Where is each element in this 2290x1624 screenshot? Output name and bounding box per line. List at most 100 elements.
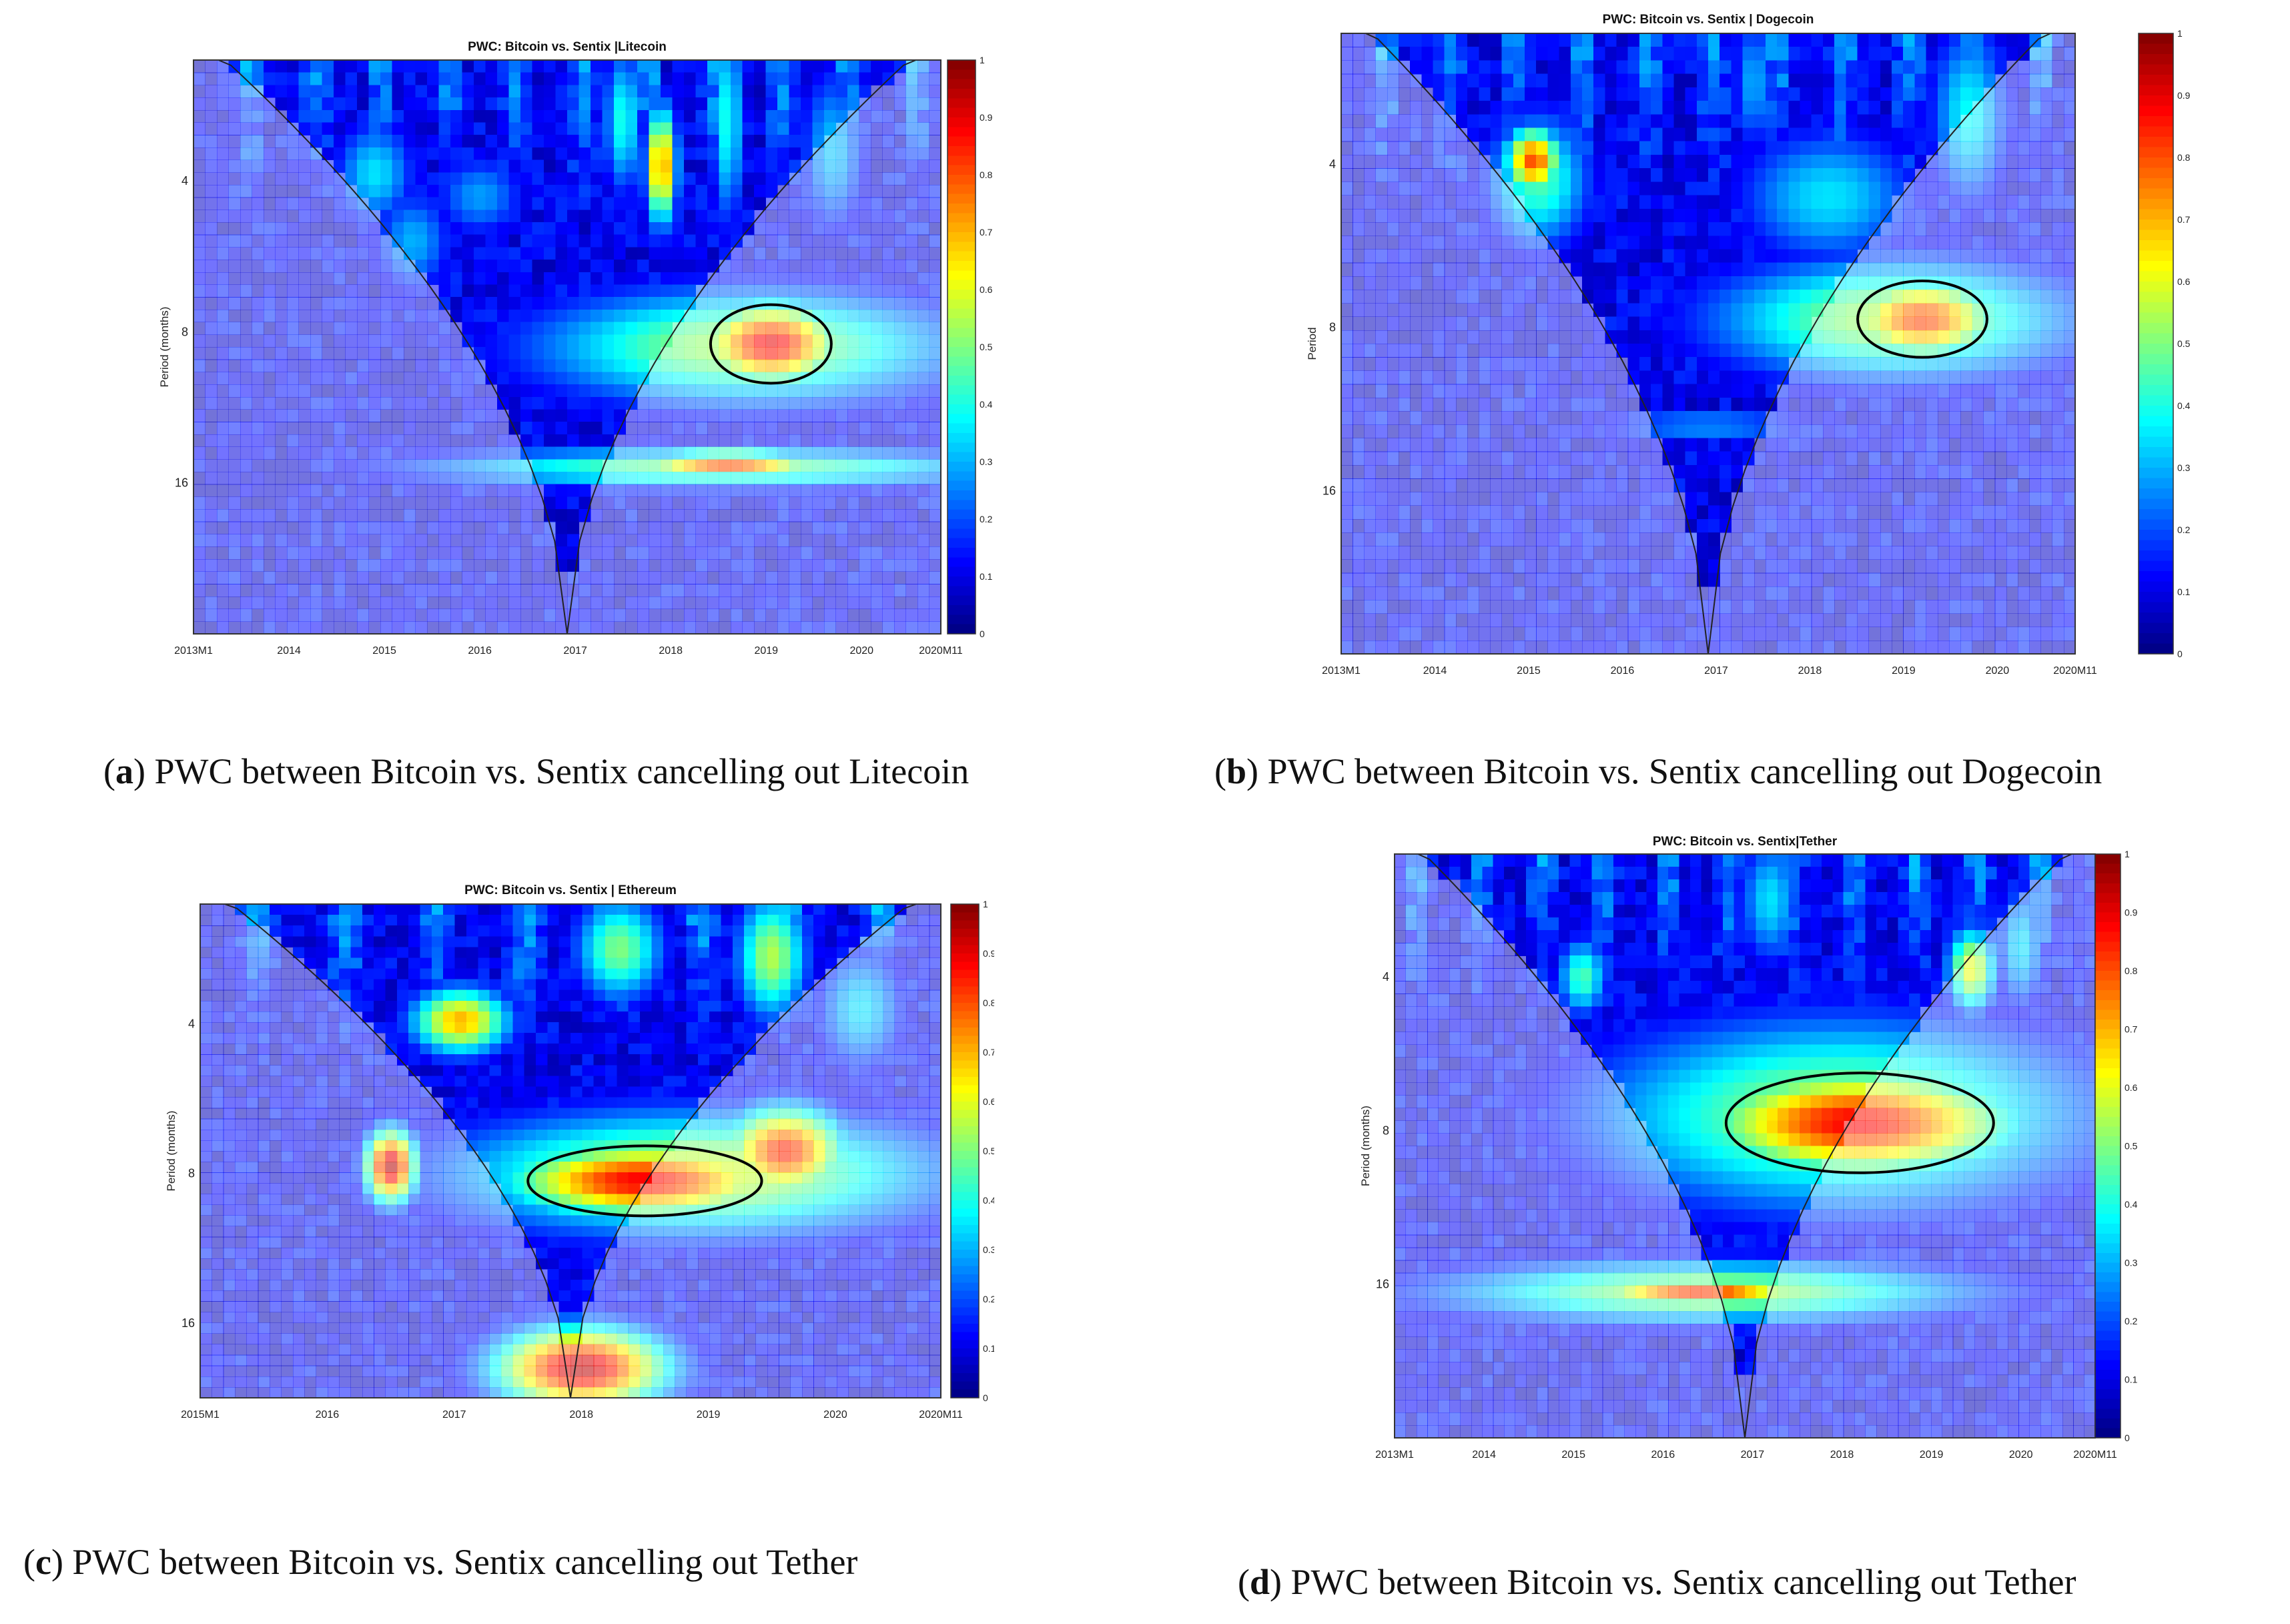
y-tick-label: 8: [1383, 1124, 1389, 1137]
y-tick-label: 8: [181, 325, 188, 338]
caption-a: (a) PWC between Bitcoin vs. Sentix cance…: [103, 751, 970, 791]
colorbar-tick-label: 0.7: [983, 1047, 994, 1058]
x-tick-label: 2016: [316, 1409, 340, 1420]
x-tick-label: 2015: [372, 645, 396, 657]
colorbar-tick-label: 0.4: [980, 399, 993, 410]
colorbar-tick-label: 0.7: [980, 227, 993, 238]
x-tick-label: 2020M11: [2053, 665, 2097, 677]
y-tick-label: 4: [188, 1017, 195, 1030]
colorbar-tick-label: 1: [2177, 28, 2183, 39]
colorbar-tick-label: 0.4: [983, 1195, 994, 1206]
colorbar-tick-label: 0: [2177, 649, 2183, 659]
significance-contour: [1856, 280, 1988, 359]
wavelet-chart-1: PWC: Bitcoin vs. Sentix | Dogecoin Period…: [1306, 13, 2191, 677]
plot-frame: [193, 59, 941, 635]
x-tick-label: 2016: [1611, 665, 1635, 677]
y-axis-label: Period (months): [165, 1111, 177, 1192]
chart-panel-c: PWC: Bitcoin vs. Sentix | Ethereum Period…: [153, 874, 994, 1428]
y-axis-label: Period (months): [158, 307, 171, 388]
heatmap-cells: [200, 904, 941, 1398]
x-tick-label: 2020M11: [919, 1409, 963, 1420]
colorbar: [2139, 33, 2173, 655]
x-tick-label: 2020M11: [2073, 1449, 2117, 1461]
x-tick-label: 2019: [1920, 1449, 1944, 1461]
colorbar-tick-label: 0.9: [2177, 90, 2191, 101]
x-tick-label: 2017: [442, 1409, 466, 1420]
x-tick-label: 2018: [569, 1409, 593, 1420]
colorbar-tick-label: 0.5: [983, 1146, 994, 1156]
colorbar-tick-label: 0.3: [983, 1244, 994, 1255]
y-tick-label: 16: [175, 476, 188, 490]
caption-b: (b) PWC between Bitcoin vs. Sentix cance…: [1214, 751, 2103, 791]
x-tick-label: 2013M1: [1375, 1449, 1414, 1461]
chart-title: PWC: Bitcoin vs. Sentix | Dogecoin: [1603, 13, 1814, 27]
x-tick-label: 2017: [1741, 1449, 1765, 1461]
colorbar-tick-label: 0.2: [2177, 524, 2191, 535]
colorbar-tick-label: 0.5: [2177, 338, 2191, 349]
caption-d: (d) PWC between Bitcoin vs. Sentix cance…: [1238, 1562, 2076, 1602]
x-tick-label: 2020: [2009, 1449, 2033, 1461]
x-tick-label: 2018: [659, 645, 683, 657]
colorbar-tick-label: 0.6: [2177, 276, 2191, 287]
colorbar-tick-label: 0.2: [980, 514, 993, 524]
colorbar-tick-label: 1: [2125, 849, 2130, 859]
heatmap-cells: [1395, 854, 2096, 1439]
colorbar-tick-label: 0.6: [2125, 1082, 2138, 1093]
x-tick-label: 2019: [1892, 665, 1916, 677]
colorbar-tick-label: 0.1: [2125, 1374, 2138, 1385]
x-tick-label: 2014: [277, 645, 301, 657]
x-tick-label: 2013M1: [174, 645, 213, 657]
colorbar-tick-label: 0: [980, 629, 985, 639]
wavelet-chart-3: PWC: Bitcoin vs. Sentix|Tether Period (mo…: [1359, 835, 2138, 1461]
colorbar-tick-label: 0.9: [2125, 907, 2138, 918]
colorbar: [2095, 854, 2121, 1439]
chart-panel-d: PWC: Bitcoin vs. Sentix|Tether Period (mo…: [1355, 831, 2282, 1471]
y-tick-label: 8: [188, 1167, 195, 1180]
colorbar-tick-label: 0.3: [2177, 462, 2191, 473]
y-tick-label: 4: [181, 174, 188, 187]
colorbar-tick-label: 0.6: [983, 1096, 994, 1107]
colorbar-tick-label: 0.4: [2125, 1199, 2138, 1210]
colorbar-tick-label: 0.8: [980, 169, 993, 180]
y-tick-label: 4: [1383, 970, 1389, 983]
colorbar-tick-label: 0.2: [2125, 1316, 2138, 1326]
colorbar-tick-label: 0.5: [980, 342, 993, 352]
x-tick-label: 2019: [754, 645, 778, 657]
chart-panel-b: PWC: Bitcoin vs. Sentix | Dogecoin Period…: [1294, 7, 2262, 681]
y-tick-label: 16: [181, 1316, 195, 1330]
x-tick-label: 2019: [697, 1409, 721, 1420]
chart-title: PWC: Bitcoin vs. Sentix | Ethereum: [464, 883, 677, 897]
y-tick-label: 16: [1376, 1278, 1389, 1291]
x-tick-label: 2015M1: [181, 1409, 220, 1420]
significance-contour: [709, 303, 833, 385]
x-tick-label: 2016: [468, 645, 492, 657]
colorbar-tick-label: 0.2: [983, 1294, 994, 1304]
colorbar-tick-label: 0.9: [980, 112, 993, 123]
heatmap-cells: [194, 60, 941, 635]
x-tick-label: 2015: [1561, 1449, 1585, 1461]
colorbar-tick-label: 0.6: [980, 284, 993, 295]
colorbar-tick-label: 0.4: [2177, 400, 2191, 411]
x-tick-label: 2015: [1517, 665, 1541, 677]
colorbar-tick-label: 0.9: [983, 948, 994, 959]
x-tick-label: 2016: [1651, 1449, 1675, 1461]
caption-c: (c) PWC between Bitcoin vs. Sentix cance…: [23, 1542, 858, 1582]
y-tick-label: 16: [1322, 484, 1336, 497]
x-tick-label: 2017: [1704, 665, 1728, 677]
colorbar-tick-label: 0.8: [2177, 152, 2191, 163]
colorbar-tick-label: 0.7: [2177, 214, 2191, 225]
x-tick-label: 2020: [849, 645, 873, 657]
y-tick-label: 4: [1329, 157, 1336, 171]
chart-title: PWC: Bitcoin vs. Sentix |Litecoin: [468, 40, 667, 54]
x-tick-label: 2020: [1986, 665, 2010, 677]
colorbar-tick-label: 0: [2125, 1433, 2130, 1443]
colorbar-tick-label: 1: [983, 899, 988, 909]
heatmap-cells: [1341, 33, 2076, 655]
colorbar-tick-label: 0.1: [2177, 586, 2191, 597]
colorbar-tick-label: 0.7: [2125, 1024, 2138, 1035]
significance-contour: [526, 1144, 763, 1218]
x-tick-label: 2014: [1472, 1449, 1496, 1461]
plot-frame: [200, 903, 941, 1398]
wavelet-chart-2: PWC: Bitcoin vs. Sentix | Ethereum Period…: [165, 883, 994, 1420]
y-axis-label: Period: [1306, 327, 1318, 360]
